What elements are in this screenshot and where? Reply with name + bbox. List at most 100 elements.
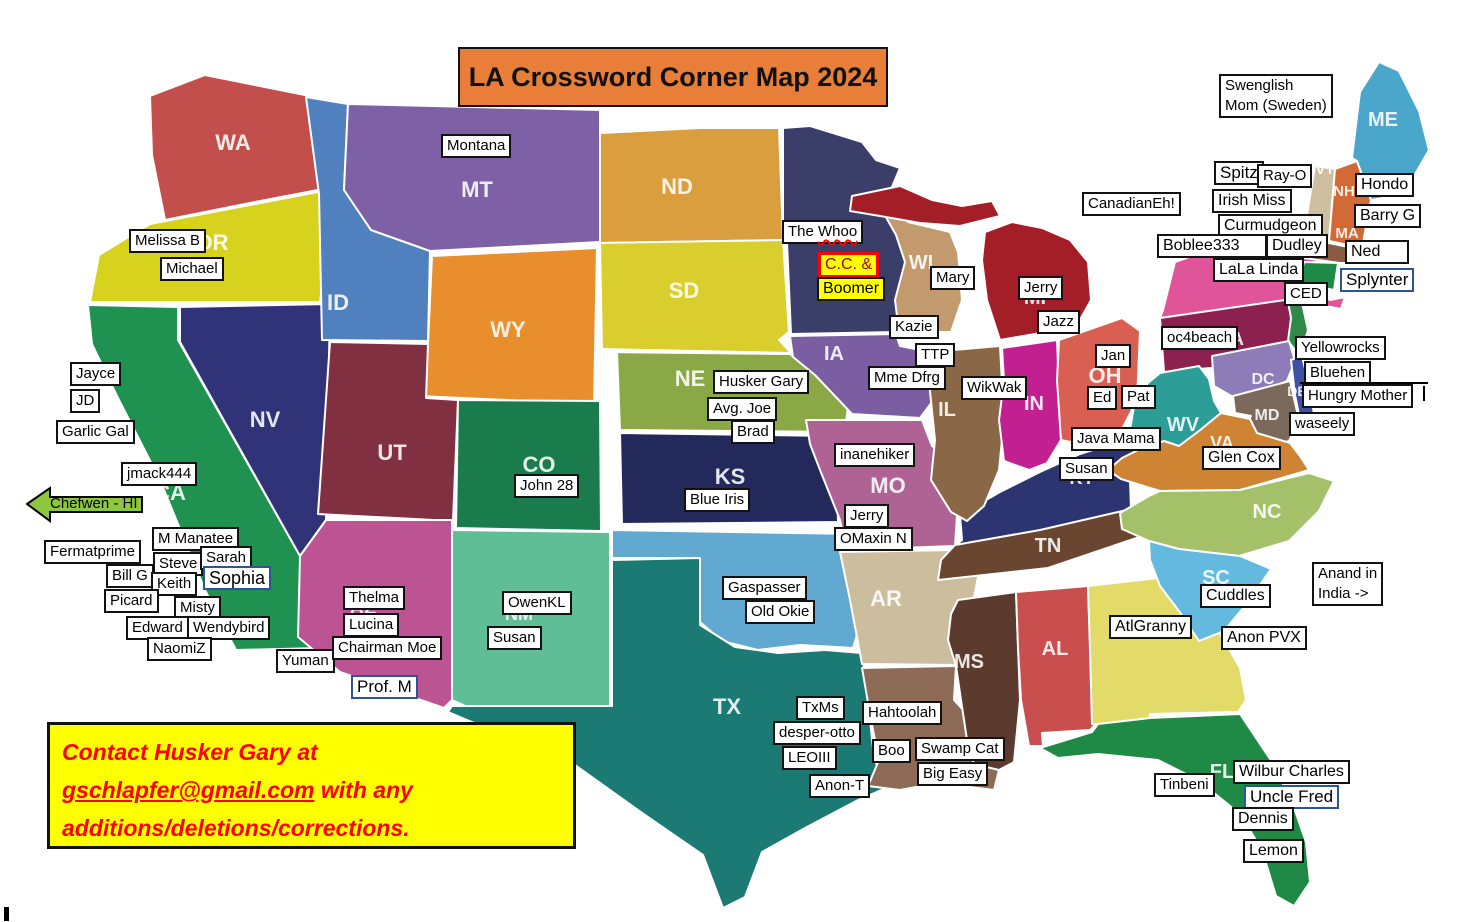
member-label-boo: Boo [872, 739, 911, 763]
state-abbr-al: AL [1042, 638, 1069, 660]
stray-bar [1423, 386, 1425, 401]
member-label-susan: Susan [1059, 457, 1114, 481]
member-label-owenkl: OwenKL [502, 591, 572, 615]
member-label-jerry: Jerry [1018, 276, 1064, 300]
map-title: LA Crossword Corner Map 2024 [458, 47, 888, 107]
member-label-hungry-mother: Hungry Mother [1302, 384, 1414, 408]
member-label-lucina: Lucina [343, 613, 400, 637]
member-label-chairman-moe: Chairman Moe [332, 636, 443, 660]
misspelling-squiggle: Whoo [818, 223, 858, 240]
member-label-uncle-fred: Uncle Fred [1244, 785, 1340, 809]
member-label-waseely: waseely [1289, 412, 1356, 436]
member-label-jazz: Jazz [1037, 310, 1080, 334]
member-label-tinbeni: Tinbeni [1154, 773, 1215, 797]
member-label-anand-in-india: Anand in India -> [1312, 562, 1384, 606]
left-arrow-icon [25, 486, 143, 523]
member-label-atlgranny: AtlGranny [1109, 615, 1193, 639]
state-shape-tx [447, 557, 887, 909]
member-label-sophia: Sophia [203, 566, 272, 590]
stray-corner-mark [4, 907, 9, 921]
member-label-ned: Ned [1345, 240, 1409, 264]
state-abbr-nh: NH [1333, 183, 1355, 200]
state-abbr-nc: NC [1253, 501, 1282, 523]
member-label-yellowrocks: Yellowrocks [1295, 336, 1386, 360]
member-label-cuddles: Cuddles [1200, 584, 1271, 608]
contact-line2-suffix: with any [314, 777, 413, 803]
member-label-melissa-b: Melissa B [129, 229, 207, 253]
member-label-jerry: Jerry [844, 504, 890, 528]
member-label-ray-o: Ray-O [1257, 164, 1313, 188]
member-label-txms: TxMs [796, 696, 845, 720]
member-label-blue-iris: Blue Iris [684, 488, 751, 512]
member-label-john-28: John 28 [514, 474, 580, 498]
member-label-dudley: Dudley [1266, 234, 1328, 258]
state-abbr-wy: WY [490, 317, 526, 342]
member-label-ced: CED [1284, 282, 1328, 306]
state-abbr-wi: WI [909, 252, 933, 274]
member-label-avg-joe: Avg. Joe [707, 397, 778, 421]
member-label-anon-t: Anon-T [809, 774, 871, 798]
state-abbr-in: IN [1024, 393, 1044, 415]
member-label-ttp: TTP [915, 343, 956, 367]
member-label-java-mama: Java Mama [1071, 427, 1161, 451]
member-label-canadianeh: CanadianEh! [1082, 192, 1181, 216]
contact-note: Contact Husker Gary at gschlapfer@gmail.… [47, 722, 576, 849]
member-label-kazie: Kazie [889, 315, 939, 339]
member-label-husker-gary: Husker Gary [713, 370, 810, 394]
member-label-edward: Edward [126, 616, 189, 640]
contact-line1: Contact Husker Gary at [62, 739, 318, 765]
member-label-picard: Picard [104, 589, 159, 613]
member-label-desper-otto: desper-otto [773, 721, 861, 745]
state-abbr-co: CO [523, 452, 556, 477]
state-abbr-ia: IA [824, 343, 844, 365]
state-abbr-nv: NV [250, 407, 281, 432]
state-abbr-ne: NE [675, 366, 706, 391]
state-abbr-de: DE [1287, 383, 1306, 399]
state-abbr-ma: MA [1335, 225, 1358, 242]
state-abbr-sc: SC [1202, 567, 1230, 589]
member-label-prof-m: Prof. M [351, 675, 418, 699]
state-abbr-wv: WV [1167, 414, 1200, 436]
member-label-brad: Brad [731, 420, 775, 444]
member-label-wikwak: WikWak [961, 376, 1028, 400]
state-shape-mt [343, 103, 601, 252]
member-label-barry-g: Barry G [1354, 204, 1422, 228]
state-abbr-id: ID [327, 290, 349, 315]
member-label-hondo: Hondo [1355, 173, 1415, 197]
state-abbr-fl: FL [1210, 761, 1234, 783]
member-label-mme-dfrg: Mme Dfrg [868, 366, 946, 390]
state-abbr-nd: ND [661, 174, 693, 199]
state-abbr-sd: SD [669, 278, 700, 303]
member-label-hahtoolah: Hahtoolah [862, 701, 943, 725]
member-label-the-whoo: The Whoo [782, 220, 864, 244]
member-label-oc4beach: oc4beach [1161, 326, 1239, 350]
member-label-jd: JD [70, 389, 101, 413]
member-label-wendybird: Wendybird [187, 616, 271, 640]
member-label-bill-g: Bill G [106, 564, 154, 588]
member-label-swenglish-mom-sweden: Swenglish Mom (Sweden) [1219, 74, 1333, 118]
state-shape-mi-up [849, 185, 1001, 227]
member-label-old-okie: Old Okie [745, 600, 816, 624]
member-label-glen-cox: Glen Cox [1202, 446, 1281, 470]
email-link[interactable]: gschlapfer@gmail.com [62, 777, 315, 803]
member-label-swamp-cat: Swamp Cat [915, 737, 1005, 761]
member-label-lemon: Lemon [1243, 839, 1304, 863]
member-label-c-c: C.C. & [818, 252, 880, 278]
state-abbr-tx: TX [713, 694, 741, 719]
state-abbr-ms: MS [954, 651, 984, 673]
member-label-keith: Keith [151, 572, 198, 596]
member-label-thelma: Thelma [343, 586, 406, 610]
member-label-irish-miss: Irish Miss [1212, 189, 1292, 213]
stray-line [1300, 382, 1428, 384]
member-label-fermatprime: Fermatprime [44, 540, 142, 564]
state-abbr-ar: AR [870, 586, 902, 611]
state-abbr-mo: MO [870, 473, 905, 498]
member-label-ed: Ed [1087, 386, 1118, 410]
member-label-gaspasser: Gaspasser [722, 576, 807, 600]
state-abbr-mt: MT [461, 177, 493, 202]
member-label-jayce: Jayce [70, 362, 122, 386]
state-abbr-vt: VT [1315, 161, 1334, 178]
member-label-yuman: Yuman [276, 649, 335, 673]
